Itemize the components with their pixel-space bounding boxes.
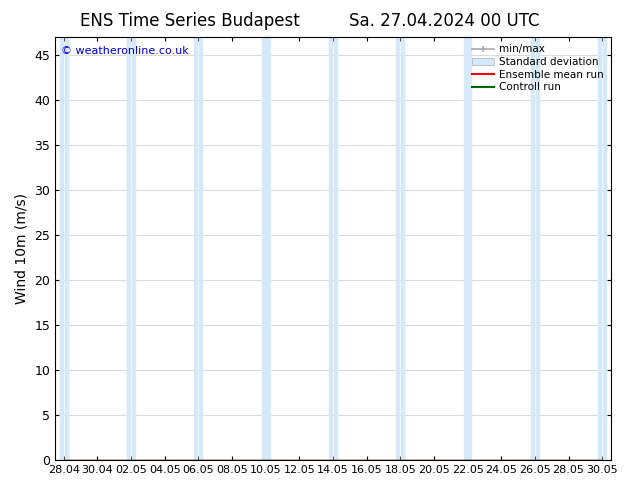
Bar [463, 37, 467, 460]
Bar [598, 37, 602, 460]
Bar [329, 37, 332, 460]
Bar [127, 37, 130, 460]
Y-axis label: Wind 10m (m/s): Wind 10m (m/s) [15, 193, 29, 304]
Bar [132, 37, 135, 460]
Bar [60, 37, 63, 460]
Bar [262, 37, 265, 460]
Bar [396, 37, 399, 460]
Legend: min/max, Standard deviation, Ensemble mean run, Controll run: min/max, Standard deviation, Ensemble me… [469, 42, 605, 94]
Bar [603, 37, 606, 460]
Bar [469, 37, 472, 460]
Bar [199, 37, 202, 460]
Bar [195, 37, 198, 460]
Bar [401, 37, 404, 460]
Text: ENS Time Series Budapest: ENS Time Series Budapest [81, 12, 300, 30]
Text: Sa. 27.04.2024 00 UTC: Sa. 27.04.2024 00 UTC [349, 12, 539, 30]
Bar [65, 37, 68, 460]
Bar [334, 37, 337, 460]
Bar [531, 37, 534, 460]
Bar [266, 37, 269, 460]
Text: © weatheronline.co.uk: © weatheronline.co.uk [61, 46, 188, 55]
Bar [536, 37, 539, 460]
